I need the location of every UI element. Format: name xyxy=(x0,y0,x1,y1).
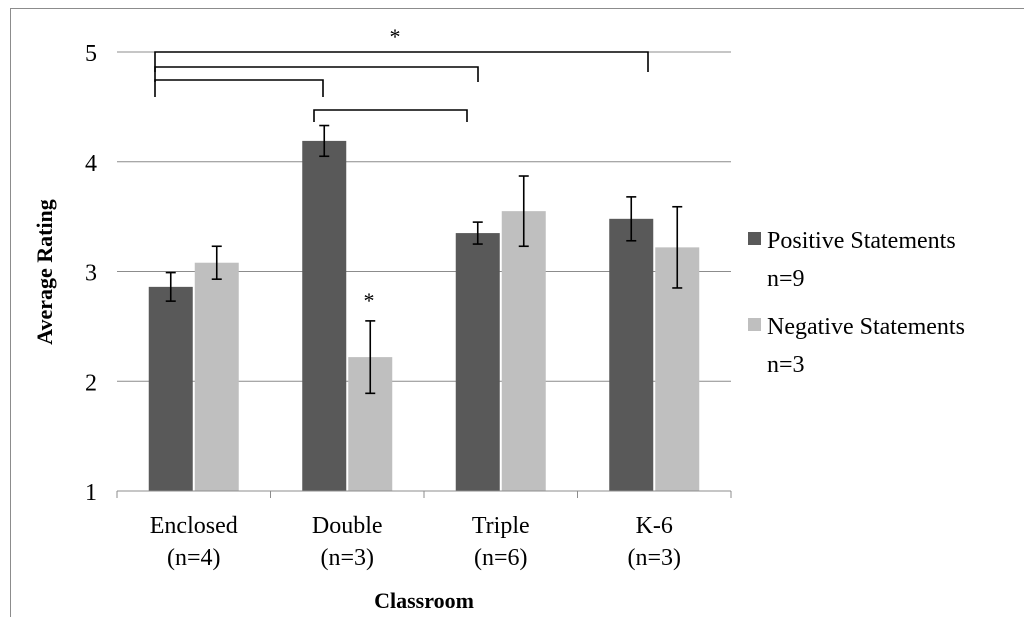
legend-label: Positive Statements xyxy=(767,228,956,254)
significance-bracket xyxy=(313,109,468,122)
x-tick-label: Enclosed xyxy=(150,513,238,539)
error-bars xyxy=(165,124,683,395)
y-axis-title: Average Rating xyxy=(32,199,57,345)
bar xyxy=(501,211,546,491)
x-tick-label: Triple xyxy=(472,513,530,539)
y-tick-label: 4 xyxy=(85,151,97,177)
legend-swatch xyxy=(748,318,761,331)
bar xyxy=(194,262,239,491)
significance-bracket xyxy=(154,51,649,72)
x-axis-title: Classroom xyxy=(374,588,474,613)
x-tick-label-n: (n=4) xyxy=(167,545,221,571)
y-tick-label: 1 xyxy=(85,480,97,506)
y-tick-labels: 1 2 3 4 5 xyxy=(85,41,97,506)
x-axis xyxy=(116,490,732,498)
x-tick-label-n: (n=6) xyxy=(474,545,528,571)
legend-swatch xyxy=(748,232,761,245)
bar xyxy=(148,286,193,491)
legend-label-n: n=9 xyxy=(767,266,805,292)
significance-star: * xyxy=(364,288,375,313)
y-tick-label: 2 xyxy=(85,370,97,396)
legend-label-n: n=3 xyxy=(767,352,805,378)
bar xyxy=(302,140,347,491)
legend-label: Negative Statements xyxy=(767,314,965,340)
x-tick-label-n: (n=3) xyxy=(627,545,681,571)
x-tick-labels: Enclosed (n=4) Double (n=3) Triple (n=6) K-6 (n… xyxy=(150,513,681,571)
chart-frame xyxy=(10,8,1024,617)
x-tick-label: K-6 xyxy=(636,513,673,539)
x-tick-label-n: (n=3) xyxy=(320,545,374,571)
y-tick-label: 3 xyxy=(85,261,97,287)
y-tick-label: 5 xyxy=(85,41,97,67)
significance-bracket xyxy=(154,66,479,82)
significance-bracket xyxy=(154,79,324,97)
bar xyxy=(455,233,500,491)
significance-star: * xyxy=(390,24,401,49)
x-tick-label: Double xyxy=(312,513,383,539)
legend: Positive Statements n=9 Negative Statement… xyxy=(748,228,965,378)
bars xyxy=(148,140,700,491)
bar xyxy=(609,218,654,491)
significance-brackets: ** xyxy=(154,24,649,313)
